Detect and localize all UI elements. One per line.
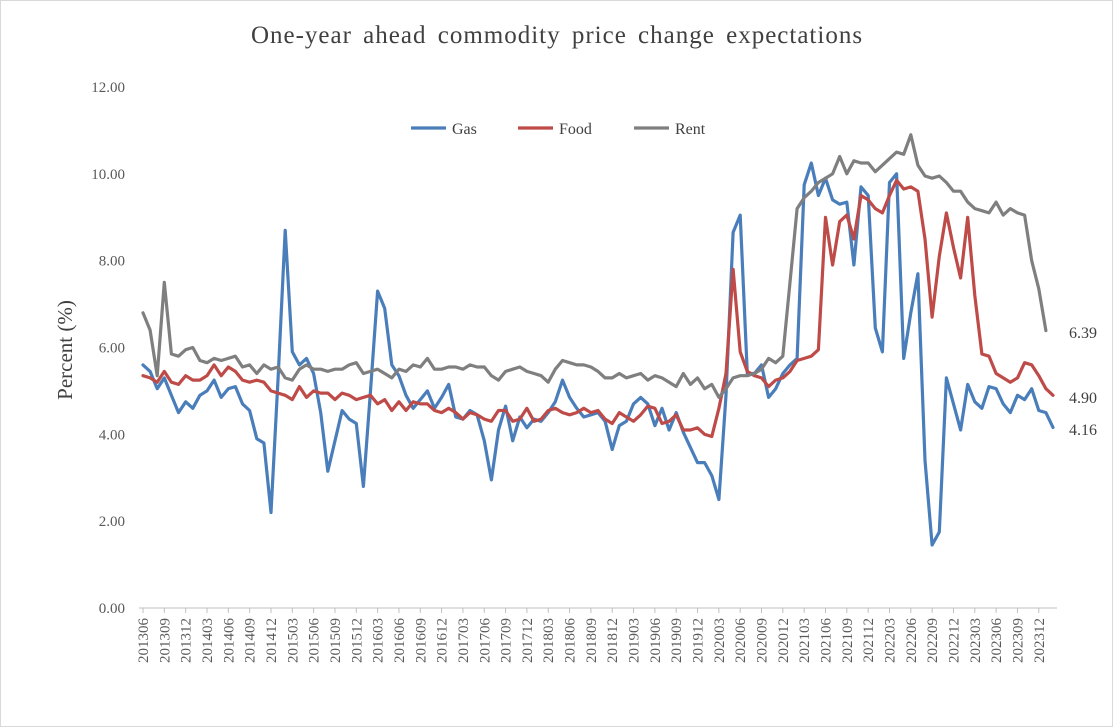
legend: Gas Food Rent: [411, 121, 706, 138]
x-tick-label: 202312: [1032, 618, 1048, 663]
series-line-gas: [141, 161, 1055, 547]
x-tick-label: 201912: [691, 618, 707, 663]
legend-label-gas: Gas: [452, 121, 477, 138]
x-tick-label: 201306: [136, 618, 152, 664]
x-tick-label: 201706: [477, 618, 493, 664]
x-tick-label: 201703: [456, 618, 472, 663]
end-label-gas: 4.16: [1069, 422, 1097, 439]
y-tick-label: 4.00: [99, 427, 125, 443]
x-tick-label: 201803: [541, 618, 557, 663]
chart-title: One-year ahead commodity price change ex…: [251, 22, 863, 49]
y-axis-ticks: 0.00 2.00 4.00 6.00 8.00 10.00 12.00: [91, 80, 125, 617]
x-tick-label: 201809: [584, 618, 600, 663]
series-line-rent: [141, 133, 1048, 399]
x-tick-label: 202206: [904, 618, 920, 664]
x-tick-label: 202209: [925, 618, 941, 663]
plot-area: [139, 133, 1057, 613]
x-tick-label: 202212: [946, 618, 962, 663]
x-tick-label: 202309: [1010, 618, 1026, 663]
x-tick-label: 201406: [221, 618, 237, 664]
x-tick-label: 202003: [712, 618, 728, 663]
y-tick-label: 8.00: [99, 254, 125, 270]
end-label-rent: 6.39: [1069, 325, 1097, 342]
x-tick-label: 201409: [243, 618, 259, 663]
x-tick-label: 201312: [179, 618, 195, 663]
legend-label-rent: Rent: [675, 121, 706, 138]
x-tick-label: 201812: [605, 618, 621, 663]
x-tick-label: 201606: [392, 618, 408, 664]
x-tick-label: 201612: [435, 618, 451, 663]
x-tick-label: 201412: [264, 618, 280, 663]
x-tick-label: 202306: [989, 618, 1005, 664]
x-tick-label: 202106: [819, 618, 835, 664]
y-tick-label: 2.00: [99, 514, 125, 530]
x-axis-ticks: 201306 201309 201312 201403 201406 201409 2014…: [136, 618, 1048, 664]
x-tick-label: 202103: [797, 618, 813, 663]
x-tick-label: 202112: [861, 618, 877, 662]
x-axis-tickmarks: [142, 608, 1040, 613]
x-tick-label: 201806: [563, 618, 579, 664]
x-tick-label: 201503: [285, 618, 301, 663]
x-tick-label: 202006: [733, 618, 749, 664]
x-tick-label: 201603: [371, 618, 387, 663]
x-tick-label: 201903: [627, 618, 643, 663]
series-lines: [141, 133, 1055, 547]
end-label-food: 4.90: [1069, 390, 1097, 407]
legend-label-food: Food: [559, 121, 592, 138]
x-tick-label: 202109: [840, 618, 856, 663]
x-tick-label: 201403: [200, 618, 216, 663]
y-tick-label: 12.00: [91, 80, 125, 96]
x-tick-label: 201709: [499, 618, 515, 663]
x-tick-label: 202012: [776, 618, 792, 663]
y-tick-label: 6.00: [99, 341, 125, 357]
x-tick-label: 201512: [349, 618, 365, 663]
series-line-food: [141, 178, 1055, 439]
x-tick-label: 201609: [413, 618, 429, 663]
x-tick-label: 201909: [669, 618, 685, 663]
x-tick-label: 201509: [328, 618, 344, 663]
x-tick-label: 201712: [520, 618, 536, 663]
x-tick-label: 201309: [157, 618, 173, 663]
y-tick-label: 0.00: [99, 601, 125, 617]
x-tick-label: 202203: [882, 618, 898, 663]
x-tick-label: 202009: [755, 618, 771, 663]
end-labels: 4.16 4.90 6.39: [1069, 325, 1097, 439]
x-tick-label: 201906: [648, 618, 664, 664]
x-tick-label: 202303: [968, 618, 984, 663]
y-tick-label: 10.00: [91, 167, 125, 183]
x-tick-label: 201506: [307, 618, 323, 664]
y-axis-label: Percent (%): [53, 300, 77, 400]
